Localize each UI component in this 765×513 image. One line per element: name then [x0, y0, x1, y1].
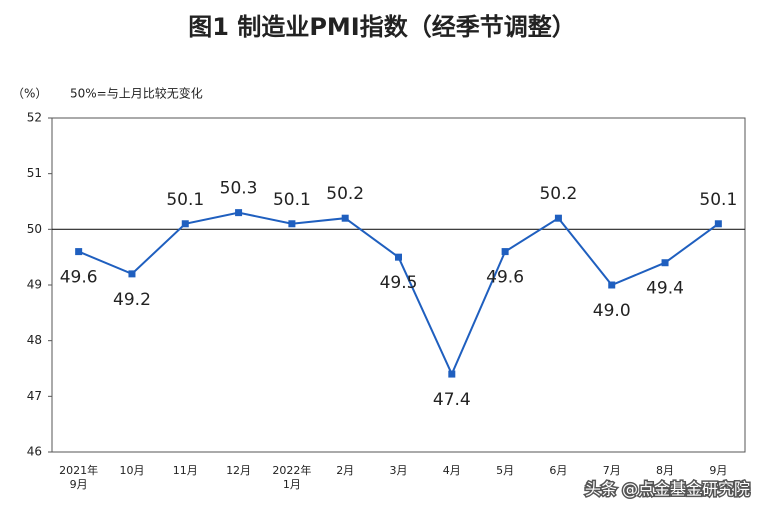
- y-tick-label: 50: [27, 222, 42, 236]
- data-label: 49.4: [646, 279, 684, 299]
- x-tick-label: 12月: [226, 464, 252, 477]
- data-point: [288, 220, 296, 228]
- data-label: 49.2: [113, 290, 151, 310]
- y-tick-label: 47: [27, 389, 42, 403]
- x-tick-label: 7月: [602, 464, 621, 477]
- data-label: 50.2: [326, 184, 364, 204]
- y-tick-label: 46: [27, 445, 42, 459]
- data-point: [75, 248, 83, 256]
- series-line: [78, 211, 719, 377]
- x-tick-label: 6月: [549, 464, 568, 477]
- data-point: [395, 253, 402, 261]
- x-tick-label: 3月: [389, 464, 408, 477]
- data-point: [128, 270, 136, 278]
- data-point: [714, 220, 722, 228]
- data-point: [501, 248, 509, 256]
- data-label: 49.5: [380, 273, 418, 293]
- chart-title: 图1 制造业PMI指数（经季节调整）: [188, 13, 575, 41]
- y-tick-label: 48: [27, 333, 42, 347]
- data-point: [608, 281, 616, 289]
- x-tick-label: 8月: [656, 464, 675, 477]
- x-tick-label: 2022年 1月: [272, 464, 312, 491]
- data-point: [661, 259, 669, 267]
- x-tick-label: 11月: [172, 464, 198, 477]
- data-label: 47.4: [433, 390, 471, 410]
- data-point: [181, 220, 189, 228]
- data-label: 50.1: [273, 190, 311, 210]
- data-label: 50.1: [699, 190, 737, 210]
- y-tick-label: 49: [27, 278, 42, 292]
- y-tick-label: 52: [27, 111, 42, 125]
- x-tick-label: 10月: [119, 464, 145, 477]
- x-tick-label: 4月: [442, 464, 461, 477]
- x-tick-label: 2021年 9月: [59, 464, 99, 491]
- data-label: 49.0: [593, 301, 631, 321]
- data-label: 50.3: [220, 179, 258, 199]
- data-label: 50.1: [166, 190, 204, 210]
- data-point: [448, 370, 456, 378]
- data-label: 49.6: [486, 268, 524, 288]
- watermark: 头条 @点金基金研究院: [585, 480, 750, 499]
- data-point: [341, 214, 349, 222]
- unit-label: （%）: [12, 87, 47, 101]
- data-label: 50.2: [539, 184, 577, 204]
- x-tick-label: 9月: [709, 464, 728, 477]
- x-tick-label: 5月: [496, 464, 515, 477]
- data-point: [235, 209, 243, 217]
- data-label: 49.6: [60, 268, 98, 288]
- note: 50%=与上月比较无变化: [70, 86, 203, 101]
- data-point: [554, 214, 562, 222]
- x-tick-label: 2月: [336, 464, 355, 477]
- y-tick-label: 51: [27, 166, 42, 180]
